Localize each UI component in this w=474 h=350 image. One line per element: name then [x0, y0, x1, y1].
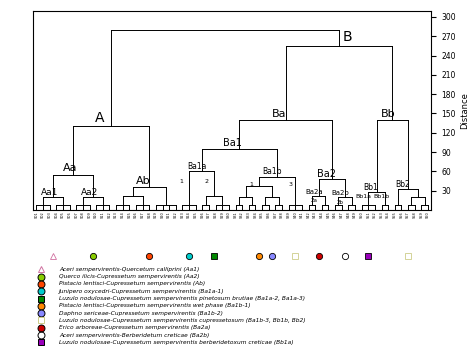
Text: Erico arboreae-Cupressetum sempervirentis (Ba2a): Erico arboreae-Cupressetum sempervirenti…	[59, 325, 210, 330]
Text: Aa: Aa	[63, 163, 78, 173]
Text: S44: S44	[320, 212, 324, 218]
Text: S36: S36	[267, 212, 271, 218]
Text: Junipero oxycedri-Cupressetum sempervirentis (Ba1a-1): Junipero oxycedri-Cupressetum sempervire…	[59, 289, 225, 294]
Text: S18: S18	[147, 212, 151, 218]
Text: S29: S29	[220, 212, 224, 218]
Text: 3: 3	[289, 182, 292, 187]
Text: S28: S28	[214, 212, 218, 218]
Text: S02: S02	[41, 212, 45, 218]
Text: S39: S39	[287, 212, 291, 218]
Text: S52: S52	[373, 212, 377, 218]
Text: S49: S49	[353, 212, 357, 218]
Text: S23: S23	[181, 212, 184, 218]
Text: Bb: Bb	[381, 109, 395, 119]
Text: Luzulo nodulosae-Cupressetum sempervirentis pinetosum brutiae (Ba1a-2, Ba1a-3): Luzulo nodulosae-Cupressetum semperviren…	[59, 296, 305, 301]
Text: S48: S48	[346, 212, 350, 218]
Text: S30: S30	[227, 212, 231, 218]
Text: S45: S45	[327, 212, 330, 218]
Text: Luzulo nodulosae-Cupressetum sempervirentis cupressetosum (Ba1b-3, Bb1b, Bb2): Luzulo nodulosae-Cupressetum semperviren…	[59, 318, 305, 323]
Text: S27: S27	[207, 212, 211, 218]
Text: S16: S16	[134, 212, 138, 218]
Text: S53: S53	[380, 212, 383, 218]
Text: S09: S09	[88, 212, 91, 218]
Text: S21: S21	[167, 212, 171, 218]
Text: S04: S04	[55, 212, 58, 218]
Text: S50: S50	[360, 212, 364, 218]
Text: S24: S24	[187, 212, 191, 218]
Text: Aa1: Aa1	[41, 188, 58, 197]
Text: S22: S22	[174, 212, 178, 218]
Text: S20: S20	[161, 212, 164, 218]
Text: S01: S01	[35, 212, 38, 218]
Text: S25: S25	[194, 212, 198, 218]
Text: Ba2b: Ba2b	[332, 190, 349, 196]
Text: Ba1a: Ba1a	[187, 162, 206, 171]
Text: A: A	[94, 111, 104, 125]
Text: Ab: Ab	[136, 176, 151, 186]
Text: S51: S51	[366, 212, 370, 218]
Y-axis label: Distance: Distance	[460, 92, 469, 129]
Text: Ba2a: Ba2a	[305, 189, 323, 195]
Text: S59: S59	[419, 212, 423, 218]
Text: S26: S26	[201, 212, 204, 218]
Text: S11: S11	[101, 212, 105, 218]
Text: 1: 1	[179, 179, 183, 184]
Text: S10: S10	[94, 212, 98, 218]
Text: S56: S56	[400, 212, 403, 218]
Text: S58: S58	[413, 212, 417, 218]
Text: Aa2: Aa2	[81, 188, 98, 197]
Text: Luzulo nodulosae-Cupressetum sempervirentis berberidetoxum creticae (Bb1a): Luzulo nodulosae-Cupressetum semperviren…	[59, 340, 293, 345]
Text: S41: S41	[300, 212, 304, 218]
Text: S17: S17	[141, 212, 145, 218]
Text: Bb1b: Bb1b	[373, 194, 389, 200]
Text: S55: S55	[393, 212, 397, 218]
Text: S38: S38	[280, 212, 284, 218]
Text: Bb1a: Bb1a	[355, 194, 371, 200]
Text: 2b: 2b	[337, 199, 344, 204]
Text: S33: S33	[247, 212, 251, 218]
Text: S08: S08	[81, 212, 85, 218]
Text: S34: S34	[254, 212, 257, 218]
Text: Ba: Ba	[272, 109, 287, 119]
Text: S14: S14	[121, 212, 125, 218]
Text: S60: S60	[426, 212, 430, 218]
Text: Ba1: Ba1	[223, 138, 242, 148]
Text: S32: S32	[240, 212, 244, 218]
Text: Bb2: Bb2	[395, 181, 410, 189]
Text: S57: S57	[406, 212, 410, 218]
Text: S15: S15	[128, 212, 131, 218]
Text: S06: S06	[68, 212, 72, 218]
Text: Bb1: Bb1	[363, 183, 378, 192]
Text: S31: S31	[234, 212, 237, 218]
Text: S40: S40	[293, 212, 297, 218]
Text: S37: S37	[273, 212, 277, 218]
Text: Ba1b: Ba1b	[263, 167, 282, 176]
Text: S12: S12	[108, 212, 111, 218]
Text: S07: S07	[74, 212, 78, 218]
Text: S05: S05	[61, 212, 65, 218]
Text: 2: 2	[204, 179, 208, 184]
Text: 2a: 2a	[310, 198, 318, 203]
Text: S54: S54	[386, 212, 390, 218]
Text: S13: S13	[114, 212, 118, 218]
Text: S03: S03	[48, 212, 52, 218]
Text: S19: S19	[154, 212, 158, 218]
Text: B: B	[342, 30, 352, 44]
Text: Querco ilicis-Cupressetum sempervirentis (Aa2): Querco ilicis-Cupressetum sempervirentis…	[59, 274, 200, 279]
Text: Aceri sempervirentis-Quercetum calliprini (Aa1): Aceri sempervirentis-Quercetum calliprin…	[59, 267, 199, 272]
Text: S43: S43	[313, 212, 317, 218]
Text: Ba2: Ba2	[317, 169, 336, 178]
Text: 1: 1	[249, 182, 253, 187]
Text: S42: S42	[307, 212, 310, 218]
Text: Aceri sempervirentis-Berberidetum creticae (Ba2b): Aceri sempervirentis-Berberidetum cretic…	[59, 332, 209, 338]
Text: Daphno sericeae-Cupressetum sempervirentis (Ba1b-2): Daphno sericeae-Cupressetum sempervirent…	[59, 311, 223, 316]
Text: Pistacio lentisci-Cupressetum sempervirentis (Ab): Pistacio lentisci-Cupressetum sempervire…	[59, 281, 205, 286]
Text: S35: S35	[260, 212, 264, 218]
Text: Pistacio lentisci-Cupressetum sempervirentis wet phase (Ba1b-1): Pistacio lentisci-Cupressetum sempervire…	[59, 303, 250, 308]
Text: S46: S46	[333, 212, 337, 218]
Text: S47: S47	[340, 212, 344, 218]
